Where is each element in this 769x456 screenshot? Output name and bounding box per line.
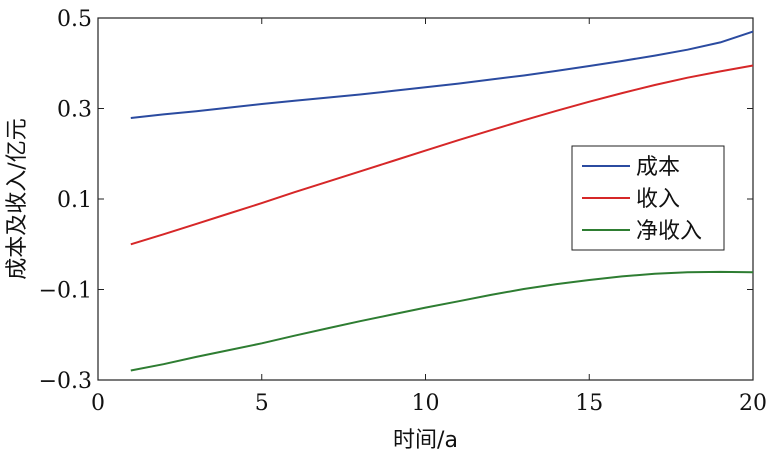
y-tick-label: −0.3 (39, 369, 92, 394)
x-tick-label: 20 (739, 391, 767, 416)
y-axis-title: 成本及收入/亿元 (5, 118, 30, 279)
x-axis-ticks: 0 5 10 15 20 (91, 18, 767, 416)
series-line-net-income (130, 270, 754, 372)
x-tick-label: 0 (91, 391, 105, 416)
y-tick-label: 0.1 (57, 188, 92, 213)
legend-label-cost: 成本 (636, 155, 680, 180)
legend: 成本 收入 净收入 (571, 145, 725, 251)
x-tick-label: 5 (255, 391, 269, 416)
y-tick-label: −0.1 (39, 279, 92, 304)
x-tick-label: 10 (412, 391, 440, 416)
y-tick-label: 0.3 (57, 98, 92, 123)
series-line-cost (130, 30, 754, 119)
series-lines (130, 30, 754, 372)
x-axis-title: 时间/a (393, 428, 458, 453)
legend-label-net-income: 净收入 (636, 219, 702, 244)
x-tick-label: 15 (575, 391, 603, 416)
legend-entry: 成本 (582, 155, 680, 180)
legend-entry: 收入 (582, 187, 680, 212)
legend-entry: 净收入 (582, 219, 702, 244)
y-tick-label: 0.5 (57, 7, 92, 32)
y-axis-ticks: −0.3 −0.1 0.1 0.3 0.5 (39, 7, 753, 394)
series-line-income (130, 64, 754, 246)
legend-label-income: 收入 (636, 187, 680, 212)
